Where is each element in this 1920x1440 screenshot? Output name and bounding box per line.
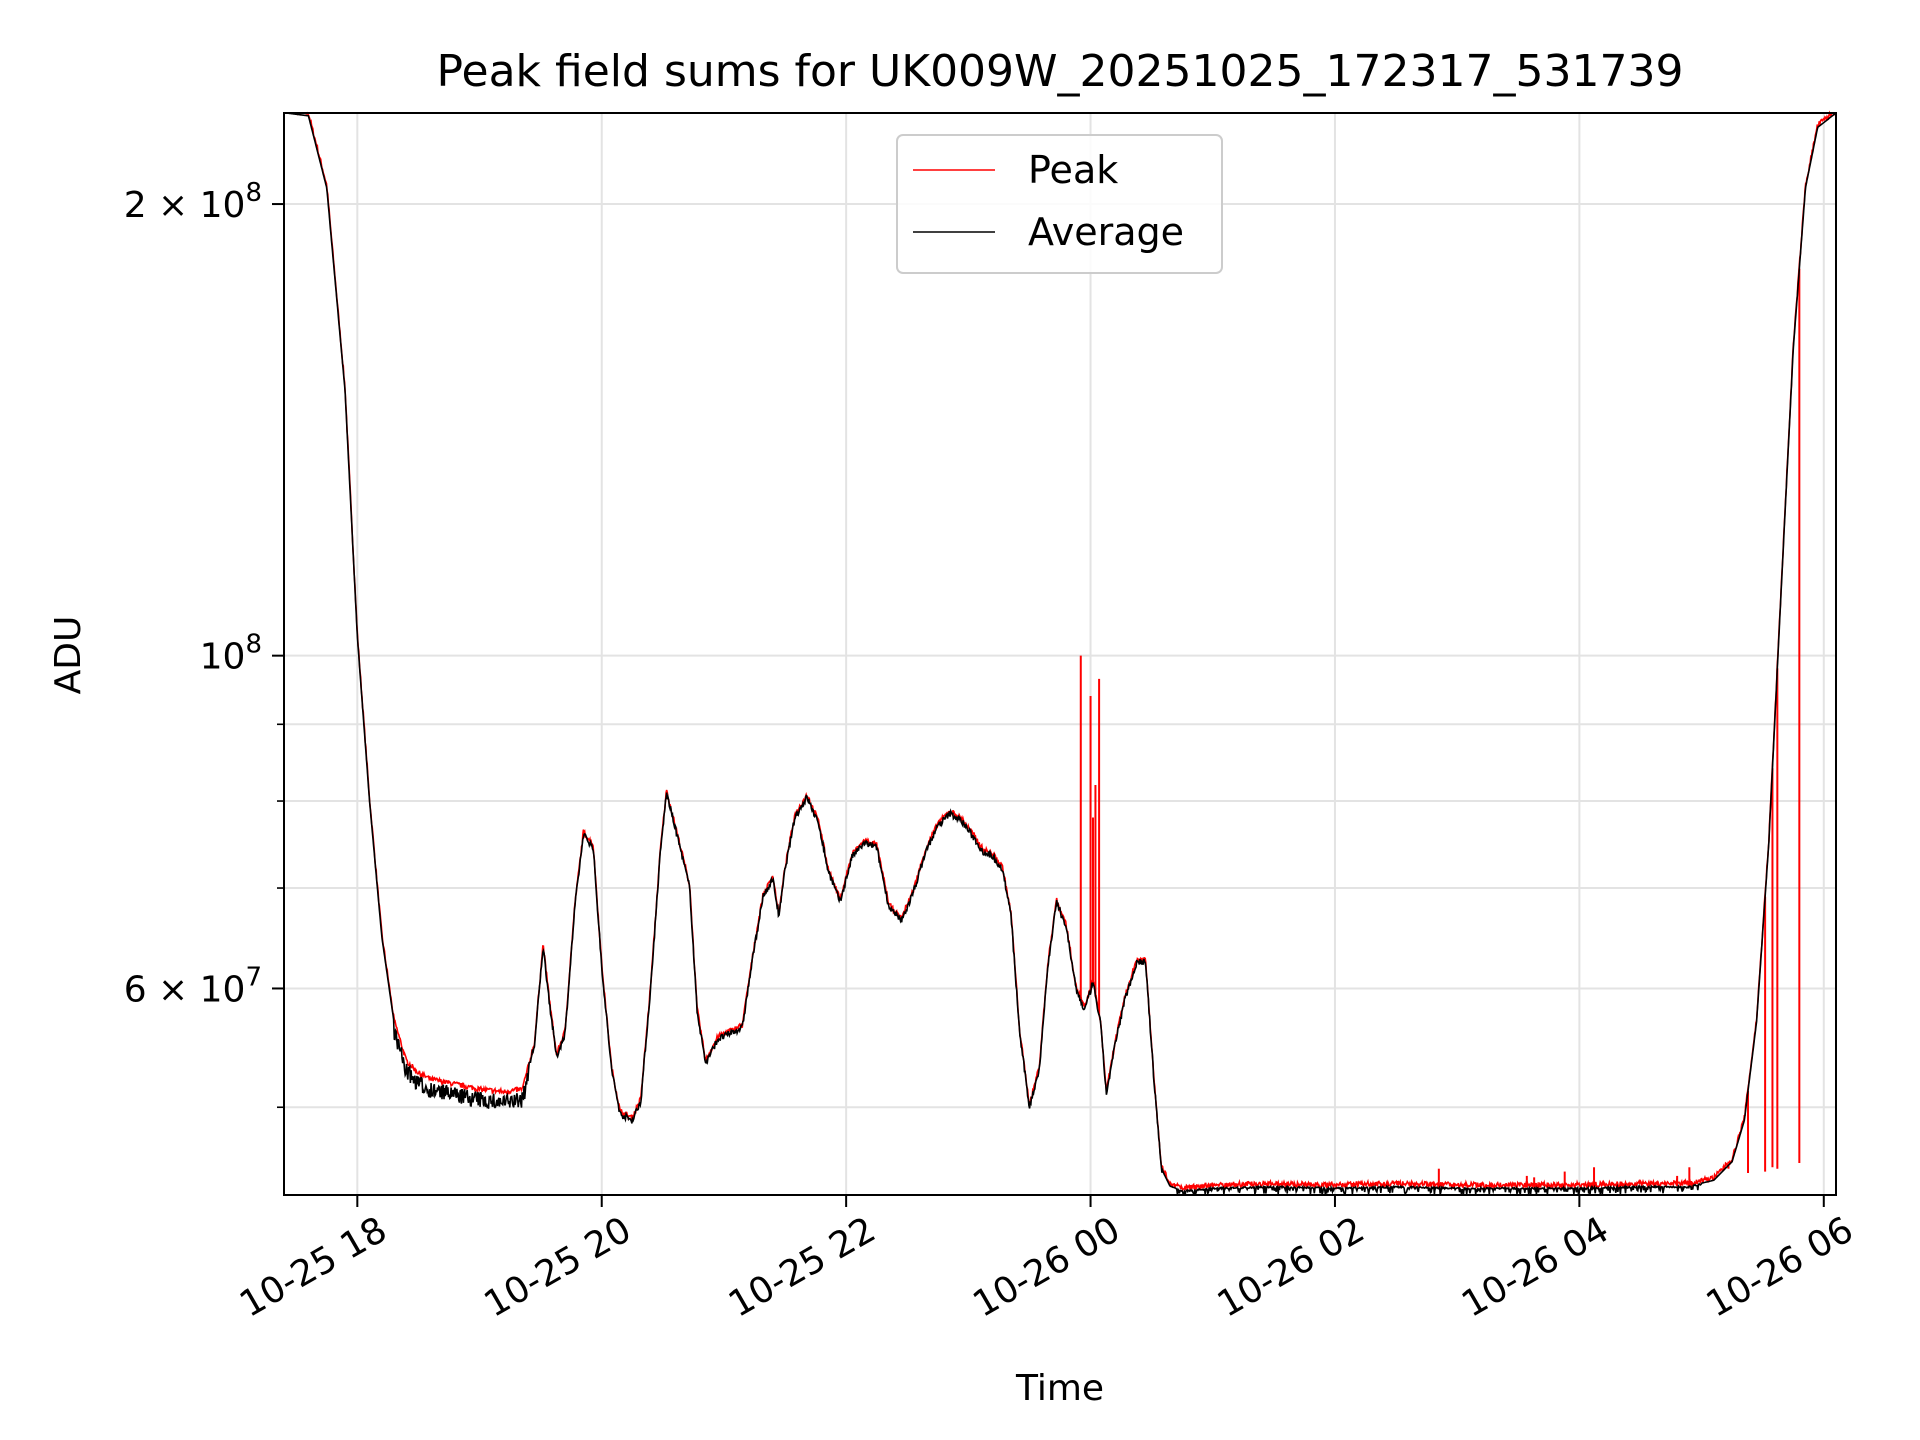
y-tick-exponent: 7 [245,962,262,992]
y-axis-label: ADU [48,616,89,695]
y-tick-mantissa: 2 [124,185,147,226]
plot-background [284,113,1836,1195]
x-axis-label: Time [1015,1368,1104,1409]
grid-lines [284,113,1836,1195]
series-layer [286,110,1837,1197]
peak-spikes [1079,268,1801,1188]
y-tick-mantissa: 6 [124,969,147,1010]
average-series-line [286,112,1837,1197]
y-tick-label: 2 × 108 [124,178,262,226]
y-tick-label: 108 [200,630,262,678]
legend-peak-label: Peak [1028,148,1118,192]
y-tick-exponent: 8 [245,178,262,208]
y-tick-times: × 10 [147,969,246,1010]
y-tick-exponent: 8 [245,630,262,660]
y-tick-times: × 10 [147,185,246,226]
y-tick-label: 6 × 107 [124,962,262,1010]
legend-average-label: Average [1028,210,1184,254]
chart-title: Peak field sums for UK009W_20251025_1723… [437,46,1684,97]
legend: Peak Average [896,134,1223,274]
plot-frame [283,112,1837,1196]
plot-area [283,110,1837,1197]
y-tick-base: 10 [200,637,246,678]
